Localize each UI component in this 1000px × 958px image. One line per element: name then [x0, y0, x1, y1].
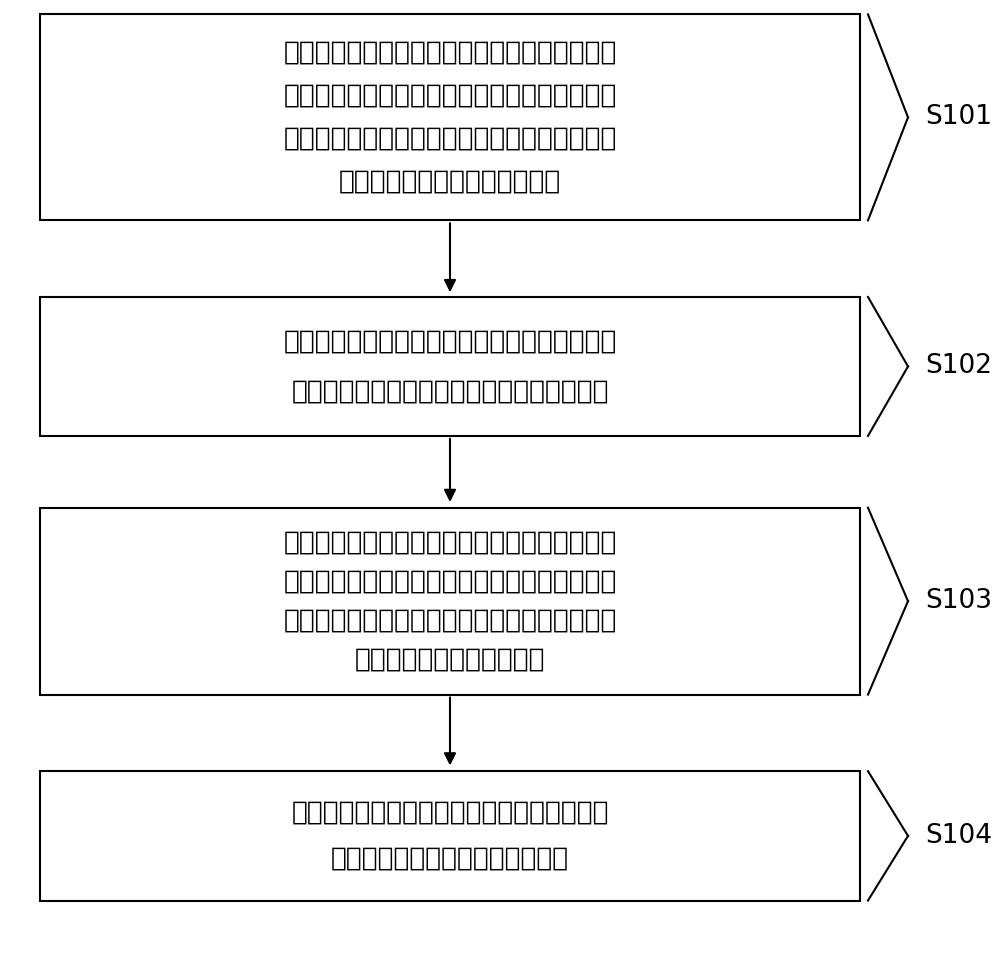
Bar: [40, 508, 860, 695]
Text: 达间隔地安装在车辆的车顶上；: 达间隔地安装在车辆的车顶上；: [339, 169, 561, 194]
Text: 删除所述物体对应的所有所述点。: 删除所述物体对应的所有所述点。: [331, 846, 569, 872]
Text: 点的所述激光雷达的信息；: 点的所述激光雷达的信息；: [355, 647, 545, 673]
Bar: [40, 14, 860, 220]
Bar: [40, 771, 860, 901]
Text: S102: S102: [925, 354, 992, 379]
Text: 将多个所述检测点组根据预定条件进行聚类，得: 将多个所述检测点组根据预定条件进行聚类，得: [283, 329, 617, 354]
Text: S103: S103: [925, 588, 992, 614]
Bar: [40, 297, 860, 436]
Text: 在所述物体未对应有所述真实物体的情况下，: 在所述物体未对应有所述真实物体的情况下，: [291, 800, 609, 826]
Text: 数量和点的来源，所述点的来源为表征得到所述: 数量和点的来源，所述点的来源为表征得到所述: [283, 607, 617, 633]
Text: 获取多个检测点组，多个所述检测点组为多个激: 获取多个检测点组，多个所述检测点组为多个激: [283, 40, 617, 66]
Text: 体是否对应有真实物体，所述点的信息包括点的: 体是否对应有真实物体，所述点的信息包括点的: [283, 569, 617, 595]
Text: S101: S101: [925, 104, 992, 130]
Text: 到多个物体，每个所述物体包括多个所述点；: 到多个物体，每个所述物体包括多个所述点；: [291, 378, 609, 404]
Text: 光雷达检测得到的，且一个所述激光雷达检测得: 光雷达检测得到的，且一个所述激光雷达检测得: [283, 83, 617, 109]
Text: S104: S104: [925, 823, 992, 849]
Text: 到的点形成一个所述检测点组，多个所述激光雷: 到的点形成一个所述检测点组，多个所述激光雷: [283, 125, 617, 151]
Text: 根据所述物体对应的所述点的信息，确定所述物: 根据所述物体对应的所述点的信息，确定所述物: [283, 530, 617, 556]
